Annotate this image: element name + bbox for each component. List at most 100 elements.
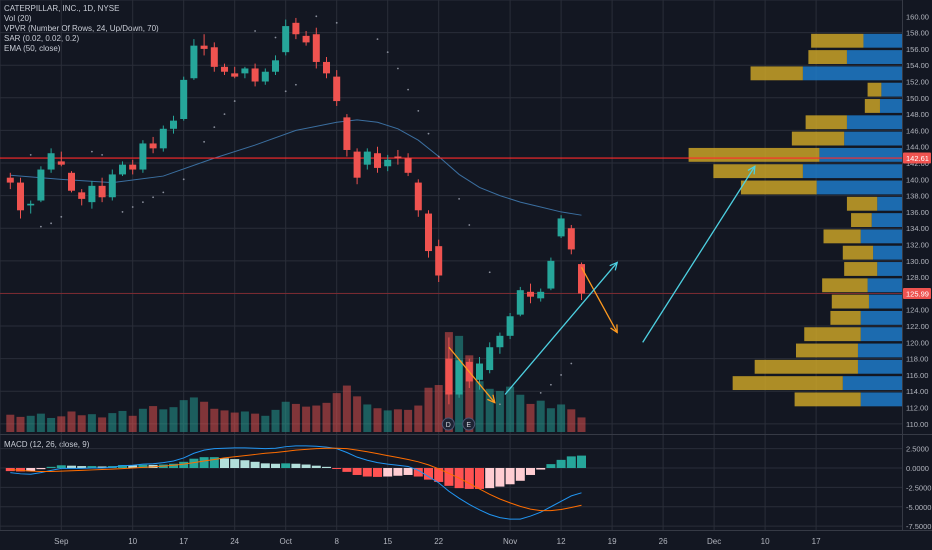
candle-body xyxy=(272,60,279,72)
macd-histogram-bar xyxy=(393,468,403,476)
vpvr-down-bar xyxy=(823,229,861,244)
price-tick-label: 154.00 xyxy=(906,61,929,70)
candle-body xyxy=(200,45,208,49)
orange-trend-arrow xyxy=(448,346,495,402)
volume-bar xyxy=(159,409,168,432)
candle-body xyxy=(37,169,45,201)
indicator-sar[interactable]: SAR (0.02, 0.02, 0.2) xyxy=(4,34,80,43)
sar-dot xyxy=(101,153,103,156)
macd-histogram-bar xyxy=(240,460,250,468)
vpvr-down-bar xyxy=(846,196,878,211)
macd-histogram-bar xyxy=(566,456,576,468)
sar-dot xyxy=(213,126,216,129)
volume-bar xyxy=(383,410,392,432)
price-tick-label: 144.00 xyxy=(906,143,929,152)
sar-dot xyxy=(335,21,338,24)
macd-histogram-bar xyxy=(464,468,474,489)
macd-line xyxy=(10,445,582,520)
volume-bar xyxy=(414,405,423,432)
price-tick-label: 118.00 xyxy=(906,355,928,364)
price-tick-label: 130.00 xyxy=(906,257,929,266)
sar-dot xyxy=(407,88,409,91)
time-tick-label: 10 xyxy=(761,537,770,546)
price-badge xyxy=(903,288,931,300)
sar-dot xyxy=(468,224,471,226)
vpvr-down-bar xyxy=(830,310,861,325)
price-tick-label: 122.00 xyxy=(906,322,929,331)
vpvr-up-bar xyxy=(857,343,902,358)
sar-dot xyxy=(376,38,379,41)
candle-body xyxy=(302,35,310,43)
price-tick-label: 150.00 xyxy=(906,94,929,103)
candle-body xyxy=(210,47,218,67)
sar-dot xyxy=(386,51,389,54)
volume-bar xyxy=(393,409,402,432)
volume-bar xyxy=(322,402,331,432)
orange-trend-arrow xyxy=(580,267,618,332)
price-tick-label: 120.00 xyxy=(906,338,929,347)
volume-bar xyxy=(179,400,188,432)
volume-bar xyxy=(332,393,341,432)
candle-body xyxy=(384,159,392,167)
candle-body xyxy=(557,218,565,237)
time-tick-label: 24 xyxy=(230,537,239,546)
macd-histogram-bar xyxy=(67,465,76,468)
candle-body xyxy=(486,347,494,371)
macd-histogram-bar xyxy=(209,457,219,468)
indicator-vol[interactable]: Vol (20) xyxy=(4,14,32,23)
price-badge xyxy=(903,152,931,164)
macd-histogram-bar xyxy=(556,459,566,468)
sar-dot xyxy=(539,391,542,394)
vpvr-down-bar xyxy=(754,359,858,374)
candle-body xyxy=(221,66,228,72)
sar-dot xyxy=(254,30,256,32)
event-marker-label: D xyxy=(446,422,451,429)
macd-histogram-bar xyxy=(413,468,423,477)
candle-body xyxy=(333,76,341,102)
macd-histogram-bar xyxy=(26,468,36,472)
macd-histogram-bar xyxy=(383,468,393,477)
sar-dot xyxy=(295,83,297,86)
vpvr-down-bar xyxy=(805,115,847,130)
price-tick-label: 140.00 xyxy=(906,175,929,184)
volume-bar xyxy=(6,414,15,432)
event-marker-circle[interactable] xyxy=(441,417,455,431)
time-tick-label: 17 xyxy=(812,537,821,546)
vpvr-down-bar xyxy=(732,376,843,391)
volume-bar xyxy=(567,409,576,432)
volume-bar xyxy=(98,417,107,432)
candle-body xyxy=(353,151,361,178)
macd-histogram-bar xyxy=(281,463,291,468)
candle-body xyxy=(282,26,290,53)
indicator-ema[interactable]: EMA (50, close) xyxy=(4,44,61,53)
candle-body xyxy=(159,128,167,149)
candle-body xyxy=(27,203,35,206)
candle-body xyxy=(251,68,259,82)
candle-body xyxy=(47,153,55,170)
volume-bar xyxy=(200,401,209,432)
volume-bar xyxy=(251,413,260,432)
sar-dot xyxy=(203,140,206,143)
candle-body xyxy=(231,73,239,77)
candle-body xyxy=(312,34,320,62)
cyan-trend-arrow xyxy=(504,262,617,395)
indicator-macd[interactable]: MACD (12, 26, close, 9) xyxy=(4,440,90,449)
volume-bar xyxy=(281,401,290,432)
sar-dot xyxy=(284,90,287,93)
volume-bar xyxy=(495,390,504,432)
sar-dot xyxy=(162,191,165,194)
volume-bar xyxy=(36,413,45,432)
sar-dot xyxy=(182,178,185,181)
volume-bar xyxy=(138,408,147,432)
macd-histogram-bar xyxy=(291,463,301,468)
vpvr-down-bar xyxy=(844,262,878,276)
macd-histogram-bar xyxy=(495,468,505,487)
sar-dot xyxy=(417,109,420,112)
indicator-vpvr[interactable]: VPVR (Number Of Rows, 24, Up/Down, 70) xyxy=(4,24,159,33)
sar-dot xyxy=(315,15,318,18)
candle-body xyxy=(78,192,86,199)
event-marker-circle[interactable] xyxy=(462,417,476,431)
volume-bar xyxy=(189,397,198,432)
volume-bar xyxy=(128,415,137,432)
